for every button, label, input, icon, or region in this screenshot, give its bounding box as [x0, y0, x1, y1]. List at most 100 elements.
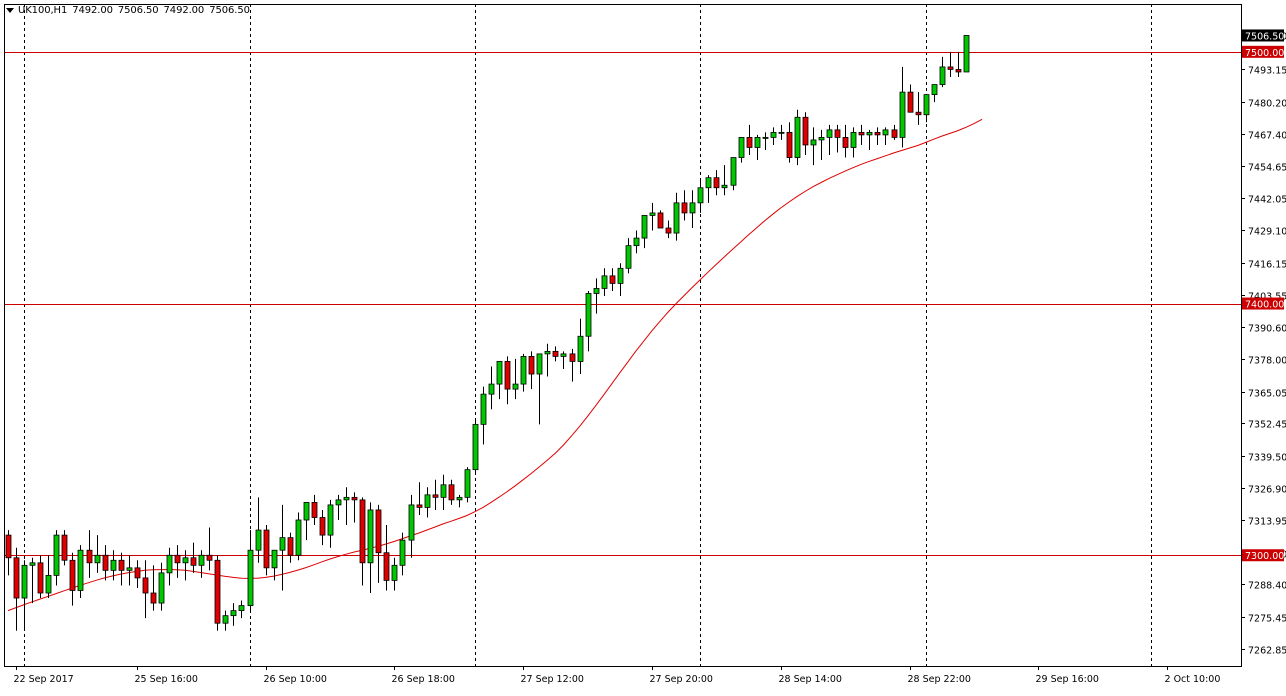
candle [892, 125, 897, 140]
candle [819, 130, 824, 160]
candle [175, 545, 180, 578]
price-tick-label: 7275.45 [1248, 614, 1286, 625]
candle [682, 190, 687, 220]
candle [650, 203, 655, 231]
candle-body [747, 137, 752, 147]
candle-body [851, 132, 856, 147]
candle [135, 560, 140, 588]
candle-body [207, 555, 212, 560]
candle [199, 550, 204, 578]
candle [62, 530, 67, 565]
candle-body [940, 67, 945, 85]
candle-body [739, 137, 744, 157]
candle [932, 85, 937, 103]
candle [417, 482, 422, 515]
candle-body [835, 130, 840, 138]
candle [763, 132, 768, 150]
grid-separators [25, 4, 1286, 666]
price-axis: 7506.507493.157480.207467.407454.657442.… [1241, 29, 1286, 656]
candle [940, 57, 945, 87]
candle [46, 555, 51, 598]
candle [6, 530, 11, 575]
candle [256, 497, 261, 562]
candle [392, 558, 397, 591]
candle-body [328, 505, 333, 535]
candle [497, 361, 502, 399]
price-tick-label: 7467.40 [1248, 131, 1286, 142]
candle [95, 535, 100, 573]
candle-body [505, 361, 510, 389]
candle-body [803, 117, 808, 145]
candle [425, 487, 430, 517]
candle-body [159, 573, 164, 603]
candle [787, 122, 792, 162]
candle [328, 500, 333, 548]
candle [714, 170, 719, 195]
candle-body [497, 361, 502, 384]
candle [207, 528, 212, 571]
candle [747, 125, 752, 155]
candle-body [916, 112, 921, 115]
symbol-timeframe: UK100,H1 [18, 5, 67, 16]
candle-body [95, 555, 100, 563]
candlestick-series [6, 35, 969, 630]
candle [739, 137, 744, 162]
candle-body [87, 550, 92, 563]
candle-body [795, 117, 800, 157]
candle-body [46, 575, 51, 593]
candle-body [682, 203, 687, 213]
time-tick-label: 29 Sep 16:00 [1036, 674, 1099, 685]
candle-body [38, 563, 43, 593]
candle [103, 545, 108, 580]
candle [320, 510, 325, 545]
candle [344, 487, 349, 525]
candle-body [843, 137, 848, 147]
candle [30, 558, 35, 603]
plot-border [5, 5, 1242, 667]
candle [183, 550, 188, 580]
candle-body [248, 550, 253, 605]
price-tick-label: 7493.15 [1248, 66, 1286, 77]
candle-body [336, 500, 341, 505]
candle [14, 548, 19, 631]
current-price-label: 7506.50 [1245, 31, 1284, 42]
time-tick-label: 26 Sep 10:00 [264, 674, 327, 685]
time-tick-label: 22 Sep 2017 [14, 674, 74, 685]
candle-body [457, 497, 462, 500]
candle-body [666, 228, 671, 233]
candle-body [561, 354, 566, 357]
candle-body [239, 606, 244, 611]
moving-average-layer [8, 119, 982, 610]
candle-body [6, 535, 11, 558]
candle [513, 359, 518, 399]
candle [151, 565, 156, 610]
candle-body [465, 470, 470, 498]
candle [924, 95, 929, 123]
candle [731, 158, 736, 191]
candle [376, 505, 381, 583]
candle-body [22, 565, 27, 598]
candle [223, 611, 228, 631]
candle-body [529, 356, 534, 374]
candle-body [473, 424, 478, 469]
candle-body [368, 510, 373, 563]
candle-body [78, 550, 83, 590]
moving-average-line [8, 119, 982, 610]
candle [296, 512, 301, 560]
price-tick-label: 7454.65 [1248, 163, 1286, 174]
candle-body [553, 351, 558, 356]
candle-body [175, 555, 180, 563]
candle-body [223, 616, 228, 624]
candle-body [690, 203, 695, 213]
candle-body [811, 140, 816, 145]
candle-body [143, 578, 148, 593]
candle [215, 555, 220, 631]
candle-body [892, 130, 897, 138]
candle [867, 130, 872, 150]
candle [304, 502, 309, 540]
dropdown-triangle-icon[interactable] [6, 8, 14, 13]
candle [433, 480, 438, 510]
candle-body [312, 502, 317, 517]
